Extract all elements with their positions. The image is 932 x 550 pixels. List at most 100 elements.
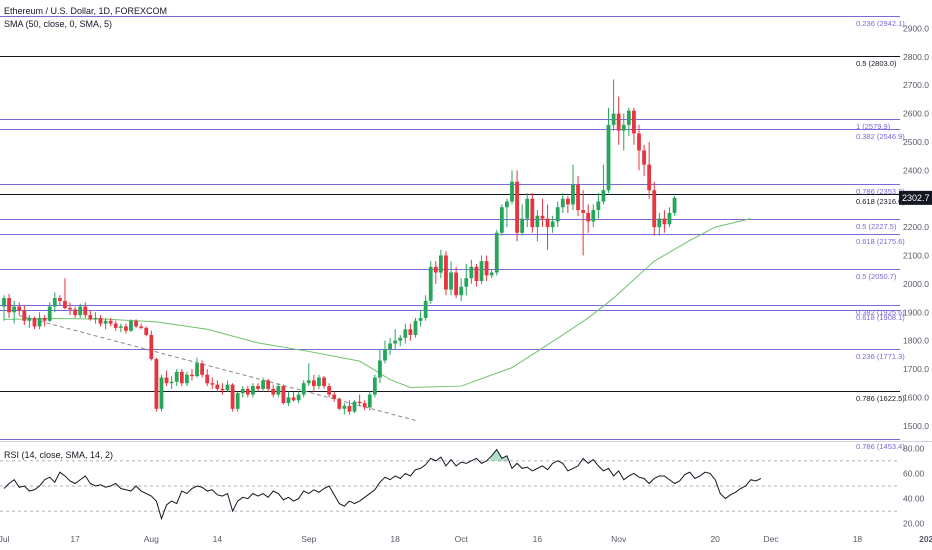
candle[interactable] bbox=[362, 403, 367, 408]
candle[interactable] bbox=[210, 383, 215, 385]
candle[interactable] bbox=[154, 359, 159, 409]
candle[interactable] bbox=[63, 300, 67, 308]
candle[interactable] bbox=[332, 394, 337, 399]
candle[interactable] bbox=[652, 190, 657, 228]
candle[interactable] bbox=[52, 298, 57, 307]
candle[interactable] bbox=[413, 320, 418, 335]
candle[interactable] bbox=[632, 110, 636, 134]
candle[interactable] bbox=[433, 266, 438, 273]
candle[interactable] bbox=[68, 308, 72, 310]
rsi-line[interactable] bbox=[3, 448, 762, 521]
candle[interactable] bbox=[276, 386, 281, 395]
candle[interactable] bbox=[301, 383, 306, 395]
candle[interactable] bbox=[347, 405, 352, 412]
candle[interactable] bbox=[388, 343, 392, 350]
candle[interactable] bbox=[586, 212, 591, 222]
candle[interactable] bbox=[220, 388, 225, 391]
candle[interactable] bbox=[474, 266, 479, 282]
candle[interactable] bbox=[621, 124, 626, 131]
candle[interactable] bbox=[342, 405, 347, 409]
candle[interactable] bbox=[225, 384, 230, 391]
candle[interactable] bbox=[42, 317, 47, 321]
candle[interactable] bbox=[205, 374, 210, 384]
candle[interactable] bbox=[565, 198, 570, 205]
candle[interactable] bbox=[88, 315, 93, 320]
candle[interactable] bbox=[459, 286, 464, 296]
candle[interactable] bbox=[291, 397, 296, 401]
candle[interactable] bbox=[423, 300, 428, 318]
candle[interactable] bbox=[464, 278, 469, 287]
candle[interactable] bbox=[545, 218, 550, 228]
candle[interactable] bbox=[149, 334, 154, 360]
candle[interactable] bbox=[17, 306, 22, 311]
candle[interactable] bbox=[484, 261, 489, 276]
candle[interactable] bbox=[571, 184, 575, 205]
candle[interactable] bbox=[57, 298, 62, 301]
candle[interactable] bbox=[240, 388, 245, 394]
candle[interactable] bbox=[642, 150, 646, 165]
candle[interactable] bbox=[134, 320, 138, 327]
candle[interactable] bbox=[235, 393, 240, 409]
candle[interactable] bbox=[520, 218, 525, 233]
candle[interactable] bbox=[479, 261, 484, 282]
candle[interactable] bbox=[251, 386, 255, 395]
candle[interactable] bbox=[22, 310, 27, 321]
rsi-legend[interactable]: RSI (14, close, SMA, 14, 2) bbox=[4, 450, 114, 460]
candle[interactable] bbox=[47, 306, 52, 321]
candle[interactable] bbox=[230, 384, 235, 409]
candle[interactable] bbox=[576, 184, 580, 211]
candle[interactable] bbox=[428, 266, 433, 301]
candle[interactable] bbox=[469, 266, 474, 279]
candle[interactable] bbox=[7, 298, 11, 313]
candle[interactable] bbox=[200, 363, 205, 375]
candle[interactable] bbox=[393, 340, 398, 344]
candle[interactable] bbox=[499, 207, 504, 233]
candle[interactable] bbox=[266, 380, 271, 389]
candle[interactable] bbox=[286, 397, 291, 404]
candle[interactable] bbox=[78, 306, 83, 316]
candle[interactable] bbox=[637, 133, 641, 151]
candle[interactable] bbox=[27, 317, 32, 321]
candle[interactable] bbox=[555, 207, 560, 222]
candle[interactable] bbox=[190, 374, 194, 377]
trendline[interactable] bbox=[19, 315, 416, 421]
candle[interactable] bbox=[530, 198, 535, 228]
candle[interactable] bbox=[596, 201, 601, 211]
candle[interactable] bbox=[184, 374, 189, 384]
candle[interactable] bbox=[337, 398, 342, 409]
candle[interactable] bbox=[672, 197, 677, 213]
candle[interactable] bbox=[550, 221, 555, 228]
candle[interactable] bbox=[378, 360, 382, 378]
candle[interactable] bbox=[489, 272, 494, 276]
candle[interactable] bbox=[37, 317, 42, 327]
candle[interactable] bbox=[647, 164, 652, 191]
candle[interactable] bbox=[667, 212, 672, 225]
candle[interactable] bbox=[591, 210, 596, 222]
candle[interactable] bbox=[245, 388, 250, 395]
candle[interactable] bbox=[215, 384, 220, 389]
candle[interactable] bbox=[601, 190, 606, 202]
candle[interactable] bbox=[352, 401, 357, 412]
sma-legend[interactable]: SMA (50, close, 0, SMA, 5) bbox=[4, 19, 113, 29]
candle[interactable] bbox=[535, 215, 540, 228]
candle[interactable] bbox=[398, 337, 403, 341]
candle[interactable] bbox=[281, 386, 286, 404]
candle[interactable] bbox=[139, 326, 144, 328]
candle[interactable] bbox=[113, 323, 118, 328]
candle[interactable] bbox=[93, 317, 98, 320]
candle[interactable] bbox=[367, 394, 372, 408]
candle[interactable] bbox=[444, 255, 448, 290]
candle[interactable] bbox=[494, 232, 499, 273]
candle[interactable] bbox=[515, 181, 519, 233]
candle[interactable] bbox=[124, 326, 128, 331]
sma-50-line[interactable] bbox=[3, 218, 751, 388]
candle[interactable] bbox=[164, 377, 169, 384]
candle[interactable] bbox=[418, 317, 423, 321]
candle[interactable] bbox=[296, 394, 301, 401]
candle[interactable] bbox=[271, 388, 276, 395]
candle[interactable] bbox=[108, 320, 113, 324]
candle[interactable] bbox=[606, 124, 611, 191]
candle[interactable] bbox=[98, 317, 103, 324]
candle[interactable] bbox=[317, 377, 321, 387]
candle[interactable] bbox=[357, 401, 362, 404]
